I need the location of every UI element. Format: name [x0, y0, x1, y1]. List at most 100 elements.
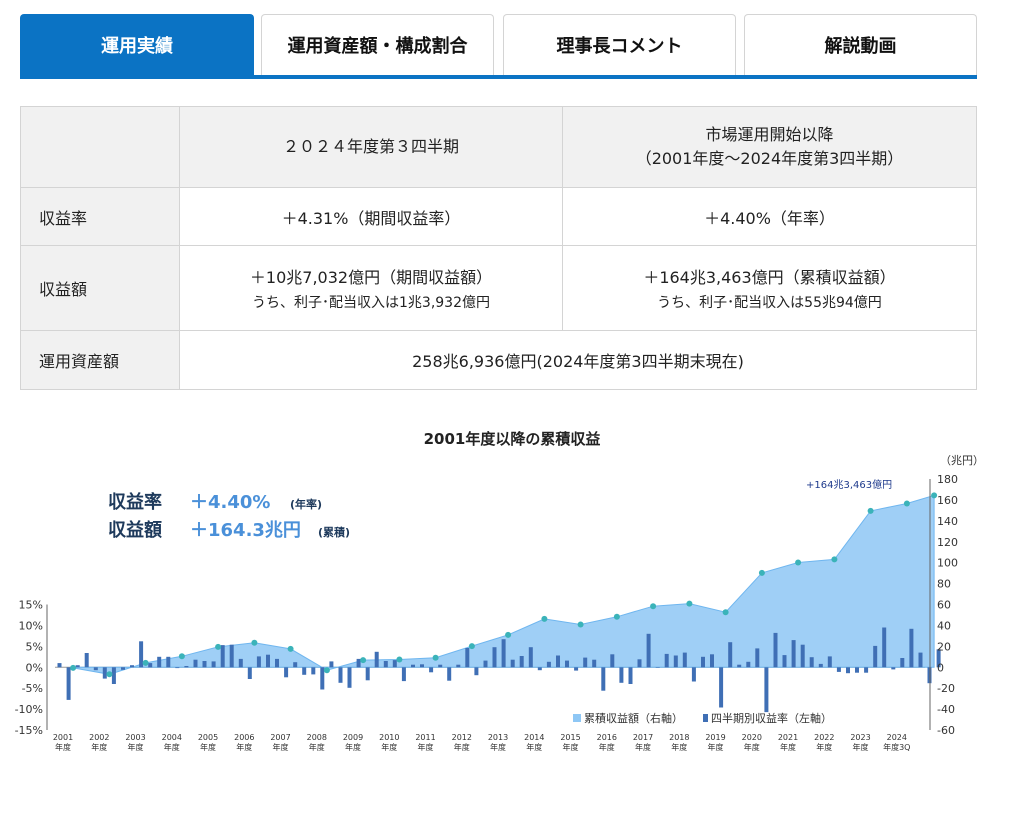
quarterly-return-bar [510, 659, 515, 668]
cumulative-point [505, 631, 512, 638]
tab-explanation-video[interactable]: 解説動画 [744, 14, 977, 75]
x-axis-year-suffix: 年度 [236, 742, 252, 752]
tab-president-comment[interactable]: 理事長コメント [503, 14, 736, 75]
quarterly-return-bar [266, 654, 270, 668]
quarterly-return-bar [501, 639, 506, 668]
quarterly-return-bar [284, 667, 289, 678]
cumulative-point [323, 667, 330, 674]
quarterly-return-bar [619, 667, 624, 683]
right-axis-tick-label: 20 [937, 640, 951, 653]
summary-amount-label: 収益額 [108, 519, 162, 541]
right-axis-tick-label: 60 [937, 599, 951, 612]
left-axis-tick-label: 15% [19, 599, 43, 612]
x-axis-year-suffix: 年度 [164, 742, 180, 752]
cumulative-point [70, 664, 77, 671]
quarterly-return-bar [157, 656, 162, 668]
x-axis-year-suffix: 年度 [381, 742, 397, 752]
quarterly-return-bar [891, 667, 896, 670]
x-axis-year-label: 2015 [560, 733, 580, 742]
right-axis-tick-label: 160 [937, 494, 958, 507]
summary-rate-value: ＋4.40% [190, 492, 270, 513]
x-axis-year-suffix: 年度 [345, 742, 361, 752]
quarterly-return-bar [546, 661, 551, 668]
cumulative-point [758, 569, 765, 576]
legend-swatch-quarterly [703, 714, 708, 722]
x-axis-year-suffix: 年度 [780, 742, 796, 752]
quarterly-return-bar [338, 667, 343, 683]
x-axis-year-suffix: 年度 [273, 742, 289, 752]
table-row-assets: 運用資産額 258兆6,936億円(2024年度第3四半期末現在) [20, 330, 977, 390]
x-axis-year-suffix: 年度 [418, 742, 434, 752]
quarterly-return-bar [311, 667, 316, 675]
amount-cumulative-income: うち、利子･配当収入は55兆94億円 [657, 295, 882, 311]
x-axis-year-label: 2011 [415, 733, 435, 742]
cumulative-point [396, 656, 403, 663]
amount-cumulative-cell: ＋164兆3,463億円（累積収益額） うち、利子･配当収入は55兆94億円 [562, 245, 977, 331]
legend-swatch-cumulative [573, 714, 581, 722]
quarterly-return-bar [193, 659, 198, 668]
right-axis-tick-label: 180 [937, 473, 958, 486]
quarterly-return-bar [175, 667, 180, 669]
quarterly-return-bar [728, 642, 733, 668]
quarterly-return-bar [664, 653, 669, 668]
quarterly-return-bar [646, 633, 651, 668]
quarterly-return-bar [374, 651, 379, 668]
cumulative-point [903, 500, 910, 507]
quarterly-return-bar [148, 663, 153, 668]
quarterly-return-bar [139, 641, 144, 668]
quarterly-return-bar [701, 656, 705, 668]
x-axis-year-label: 2012 [452, 733, 472, 742]
quarterly-return-bar [447, 667, 452, 681]
tab-performance[interactable]: 運用実績 [20, 14, 254, 75]
x-axis-year-label: 2002 [89, 733, 109, 742]
quarterly-return-bar [365, 667, 370, 681]
quarterly-return-bar [628, 667, 633, 684]
quarterly-return-bar [202, 661, 207, 668]
cumulative-point [831, 556, 838, 563]
table-header-row: ２０２４年度第３四半期 市場運用開始以降 （2001年度～2024年度第3四半期… [20, 106, 977, 188]
quarterly-return-bar [610, 654, 615, 668]
quarterly-return-bar [601, 667, 606, 691]
quarterly-return-bar [565, 660, 569, 668]
quarterly-return-bar [746, 661, 751, 668]
x-axis-year-label: 2014 [524, 733, 544, 742]
summary-box: 収益率 ＋4.40% (年率) 収益額 ＋164.3兆円 (累積) [98, 484, 370, 546]
quarterly-return-bar [918, 652, 923, 668]
x-axis-year-suffix: 年度 [454, 742, 470, 752]
quarterly-return-bar [392, 660, 397, 668]
legend-label-quarterly: 四半期別収益率（左軸） [711, 711, 832, 725]
header-current-quarter: ２０２４年度第３四半期 [179, 106, 563, 188]
x-axis-year-suffix: 年度 [563, 742, 579, 752]
quarterly-return-bar [737, 664, 742, 668]
tab-assets-allocation[interactable]: 運用資産額・構成割合 [261, 14, 494, 75]
quarterly-return-bar [909, 628, 914, 668]
left-axis-tick-label: 10% [19, 619, 43, 632]
header-since-inception-period: （2001年度～2024年度第3四半期） [635, 149, 904, 168]
quarterly-return-bar [556, 655, 560, 668]
quarterly-return-bar [882, 627, 887, 668]
right-axis-tick-label: -40 [937, 703, 955, 716]
x-axis-year-suffix: 年度 [853, 742, 869, 752]
quarterly-return-bar [682, 652, 687, 668]
left-axis-tick-label: -10% [15, 703, 43, 716]
quarterly-return-bar [293, 662, 298, 668]
quarterly-return-bar [574, 667, 579, 671]
quarterly-return-bar [492, 647, 497, 668]
x-axis-year-suffix: 年度 [816, 742, 832, 752]
x-axis-year-label: 2020 [742, 733, 762, 742]
x-axis-year-label: 2022 [814, 733, 834, 742]
amount-quarter-income: うち、利子･配当収入は1兆3,932億円 [252, 295, 490, 311]
cumulative-point [795, 559, 802, 566]
quarterly-return-bar [873, 645, 878, 668]
x-axis-year-suffix: 年度 [708, 742, 724, 752]
cumulative-point [931, 492, 938, 499]
x-axis-year-label: 2004 [162, 733, 182, 742]
quarterly-return-bar [800, 644, 805, 668]
quarterly-return-bar [691, 667, 696, 682]
quarterly-return-bar [710, 654, 714, 668]
tab-bar: 運用実績 運用資産額・構成割合 理事長コメント 解説動画 [20, 14, 977, 79]
table-row-rate: 収益率 ＋4.31%（期間収益率） ＋4.40%（年率） [20, 187, 977, 246]
row-label-assets: 運用資産額 [20, 330, 180, 390]
quarterly-return-bar [809, 657, 814, 668]
cumulative-callout: +164兆3,463億円 [806, 478, 892, 491]
